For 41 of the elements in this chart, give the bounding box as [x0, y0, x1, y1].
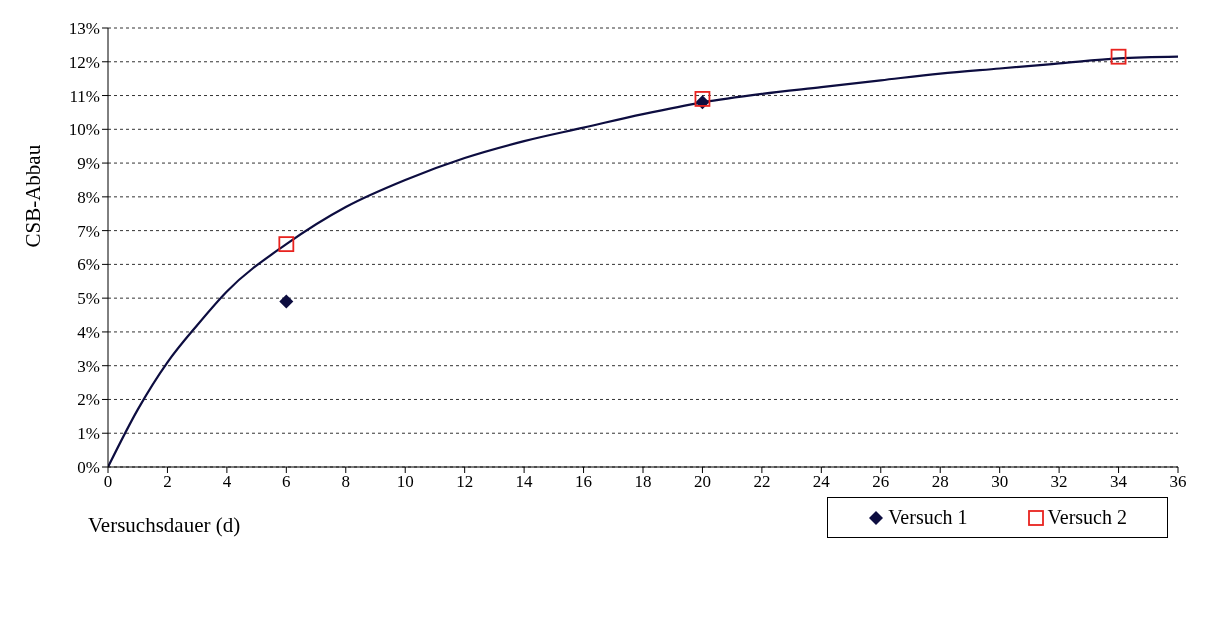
x-tick-label: 0: [103, 472, 113, 492]
x-tick-label: 16: [575, 472, 593, 492]
x-tick-label: 10: [396, 472, 414, 492]
x-tick-label: 2: [163, 472, 172, 492]
y-tick-label: 7%: [77, 221, 100, 241]
y-tick-label: 2%: [77, 390, 100, 410]
x-tick-label: 36: [1169, 472, 1187, 492]
point: [279, 294, 294, 309]
x-tick-label: 24: [812, 472, 831, 492]
y-tick-label: 4%: [77, 322, 100, 342]
x-tick-label: 28: [931, 472, 949, 492]
y-tick-label: 1%: [77, 424, 100, 444]
x-tick-label: 32: [1050, 472, 1068, 492]
x-tick-label: 14: [515, 472, 534, 492]
y-tick-label: 10%: [68, 120, 100, 140]
x-tick-label: 6: [282, 472, 291, 492]
y-tick-label: 5%: [77, 289, 100, 309]
x-tick-label: 30: [991, 472, 1009, 492]
y-tick-label: 8%: [77, 187, 100, 207]
legend-label: Versuch 2: [1047, 506, 1127, 529]
x-tick-label: 4: [222, 472, 232, 492]
point: [278, 236, 295, 253]
y-tick-label: 6%: [77, 255, 100, 275]
x-tick-label: 26: [872, 472, 890, 492]
y-tick-label: 13%: [68, 19, 100, 39]
point: [694, 91, 711, 107]
y-tick-label: 0%: [77, 458, 100, 478]
x-tick-label: 12: [456, 472, 474, 492]
x-tick-label: 34: [1110, 472, 1128, 492]
legend-label: Versuch 1: [888, 506, 968, 529]
y-tick-label: 3%: [77, 356, 100, 376]
y-tick-label: 11%: [69, 86, 100, 106]
x-tick-label: 20: [693, 472, 711, 492]
y-tick-label: 12%: [68, 52, 100, 72]
x-axis-title: Versuchsdauer (d): [88, 513, 241, 537]
x-tick-label: 22: [753, 472, 771, 492]
y-axis-title: CSB-Abbau: [21, 144, 46, 248]
x-tick-label: 8: [341, 472, 351, 492]
point: [1110, 48, 1127, 65]
y-tick-label: 9%: [77, 154, 100, 174]
x-tick-label: 18: [634, 472, 652, 492]
